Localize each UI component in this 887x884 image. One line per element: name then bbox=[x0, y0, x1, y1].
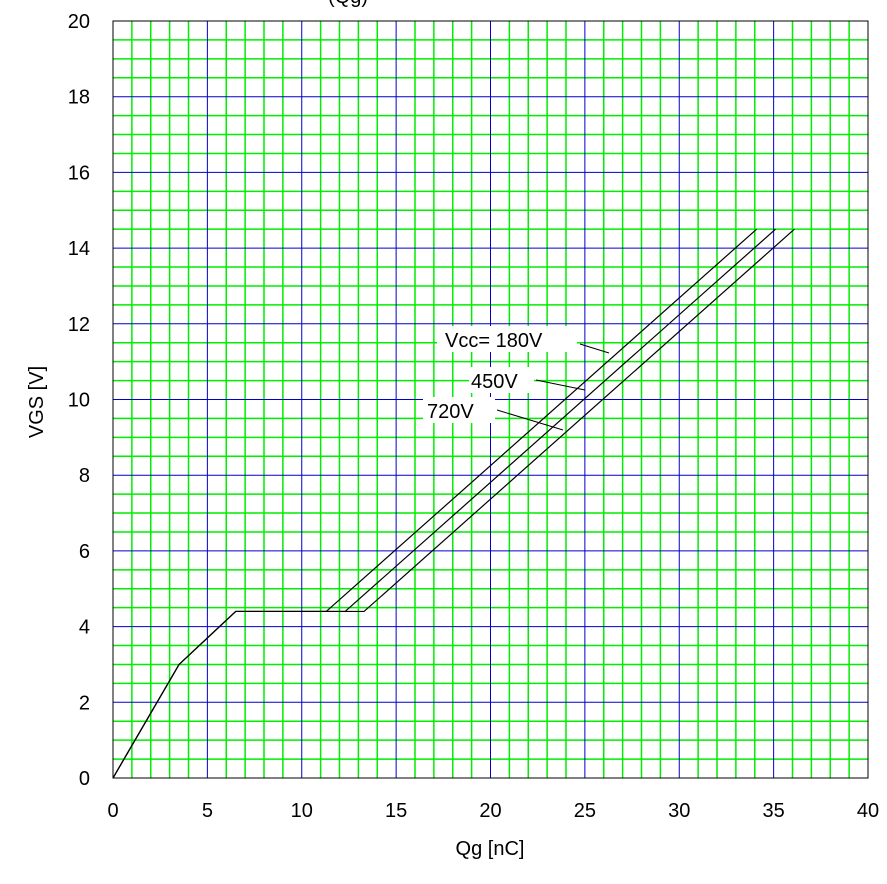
series-lines bbox=[112, 228, 795, 779]
y-tick-label: 8 bbox=[79, 465, 90, 487]
x-tick-label: 25 bbox=[574, 800, 596, 822]
x-tick-label: 10 bbox=[291, 800, 313, 822]
x-tick-label: 20 bbox=[479, 800, 501, 822]
series-label-leader bbox=[535, 379, 586, 391]
y-tick-labels: 0 2 4 6 8 10 12 14 16 18 20 bbox=[68, 11, 90, 790]
series-label-background bbox=[437, 326, 577, 352]
series-label-leader bbox=[579, 343, 610, 354]
y-tick-label: 16 bbox=[68, 162, 90, 184]
y-tick-label: 10 bbox=[68, 390, 90, 412]
x-tick-label: 5 bbox=[202, 800, 213, 822]
label-leaders bbox=[496, 343, 610, 431]
series-label: 720V bbox=[427, 401, 474, 423]
x-tick-label: 40 bbox=[857, 800, 879, 822]
series-line bbox=[112, 228, 795, 779]
plot-frame bbox=[112, 20, 869, 779]
series-label-background bbox=[469, 367, 534, 393]
y-tick-label: 4 bbox=[79, 617, 90, 639]
y-axis-label: VGS [V] bbox=[26, 366, 48, 438]
x-tick-label: 0 bbox=[107, 800, 118, 822]
series-labels: Vcc= 180V 450V 720V bbox=[423, 326, 577, 423]
y-tick-label: 18 bbox=[68, 87, 90, 109]
series-label: 450V bbox=[471, 371, 518, 393]
y-tick-label: 6 bbox=[79, 541, 90, 563]
y-tick-label: 14 bbox=[68, 238, 90, 260]
series-label-leader bbox=[496, 409, 564, 431]
x-tick-label: 35 bbox=[763, 800, 785, 822]
y-tick-label: 2 bbox=[79, 692, 90, 714]
chart-title-fragment: (Qg) bbox=[328, 0, 368, 8]
x-axis-label: Qg [nC] bbox=[456, 838, 525, 860]
x-tick-label: 15 bbox=[385, 800, 407, 822]
x-tick-labels: 0 5 10 15 20 25 30 35 40 bbox=[107, 800, 879, 822]
series-label: Vcc= 180V bbox=[445, 330, 543, 352]
y-tick-label: 20 bbox=[68, 11, 90, 33]
x-tick-label: 30 bbox=[668, 800, 690, 822]
y-tick-label: 0 bbox=[79, 768, 90, 790]
y-tick-label: 12 bbox=[68, 314, 90, 336]
series-label-background bbox=[423, 397, 495, 423]
